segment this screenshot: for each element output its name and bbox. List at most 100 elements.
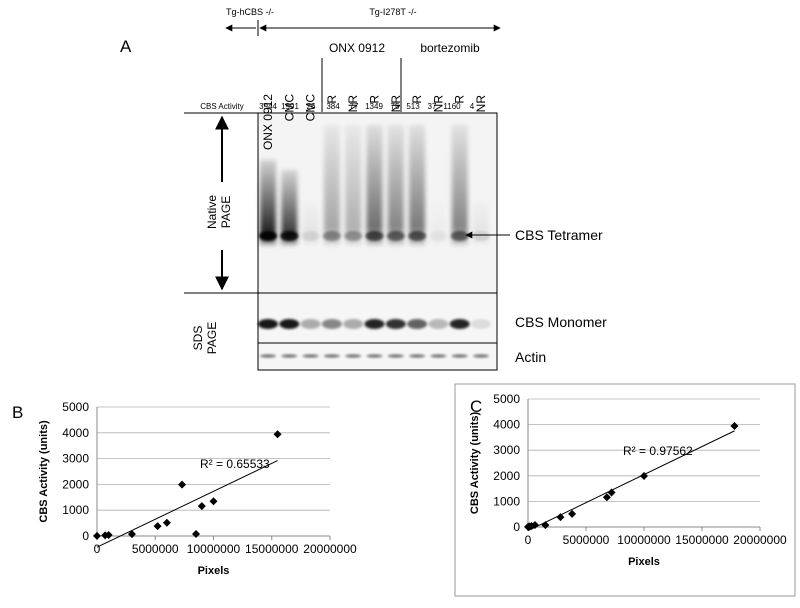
actin-band [323,354,340,358]
x-tick-label: 5000000 [132,542,179,556]
lane-label: R [325,95,339,104]
y-tick-label: 3000 [493,443,520,457]
y-tick-label: 0 [82,529,89,543]
gel-label: PAGE [205,322,219,354]
y-tick-label: 2000 [62,477,89,491]
tetramer-band [386,231,405,241]
native-smear [409,125,426,245]
gel-label: SDS [191,326,205,351]
point [640,472,648,481]
point [104,531,113,540]
monomer-band [321,319,342,329]
lane-label: NR [389,95,403,113]
x-tick-label: 15000000 [245,542,299,556]
tetramer-band [322,231,341,241]
x-tick-label: 10000000 [617,533,671,547]
point [197,502,206,511]
gel-label: PAGE [219,196,233,228]
actin-band [430,354,447,358]
panel-letter: C [470,397,482,416]
y-tick-label: 2000 [493,469,520,483]
gel-label: Native [205,195,219,229]
native-smear [281,170,298,245]
monomer-band [471,319,491,329]
x-tick-label: 0 [94,542,101,556]
lane-label: R [410,95,424,104]
native-smear [345,125,362,245]
band-label: Actin [515,349,546,365]
point [178,480,187,489]
lane-label: R [368,95,382,104]
point [153,522,162,531]
native-smear [366,125,383,245]
x-tick-label: 0 [525,533,532,547]
panel-a: A Tg-hCBS -/- Tg-I278T -/- ONX 0912 bort… [120,7,607,371]
trendline [96,460,278,548]
point [209,497,218,506]
monomer-band [364,319,385,329]
sds-blot [257,292,498,344]
x-axis-title: Pixels [628,556,660,568]
y-tick-label: 5000 [62,400,89,414]
lane-label: CMC [282,94,296,122]
lane-label: CMC [304,94,318,122]
tetramer-band [408,231,427,241]
group-label: Tg-I278T -/- [369,7,416,17]
monomer-band [279,319,300,329]
monomer-band [343,319,364,329]
activity-value: 4 [470,102,475,111]
activity-value: 37 [428,102,437,111]
treatment-label: ONX 0912 [329,41,385,55]
annotation: R² = 0.97562 [623,444,693,458]
actin-band [366,354,383,358]
treatment-label: bortezomib [420,41,480,55]
actin-band [409,354,426,358]
tetramer-band [280,231,299,241]
tetramer-band [344,231,363,241]
actin-band [473,354,489,358]
tetramer-band [429,231,448,241]
point [93,531,101,540]
tetramer-band [472,231,490,241]
x-tick-label: 10000000 [187,542,241,556]
lane-label: ONX 0912 [261,94,275,150]
panel-letter: A [120,37,132,56]
x-tick-label: 15000000 [675,533,729,547]
trendline [527,430,735,532]
lane-label: NR [474,95,488,113]
monomer-band [449,319,470,329]
monomer-band [300,319,321,329]
point [192,530,201,539]
actin-band [260,354,276,358]
y-axis-title: CBS Activity (units) [38,420,50,523]
annotation: R² = 0.65533 [200,457,270,471]
band-label: CBS Tetramer [515,227,603,243]
y-axis-title: CBS Activity (units) [469,412,481,515]
tetramer-band [301,231,320,241]
point [730,422,739,431]
native-smear [260,160,276,245]
actin-band [345,354,362,358]
panel-letter: B [12,403,23,422]
tetramer-band [365,231,384,241]
lane-label: R [453,95,467,104]
lane-label: NR [431,95,445,113]
bands [258,125,491,358]
activity-value: 75 [391,102,400,111]
y-tick-label: 4000 [493,418,520,432]
band-label: CBS Monomer [515,314,607,330]
point [541,521,550,530]
point [607,488,616,497]
x-tick-label: 5000000 [563,533,610,547]
tetramer-band [259,231,277,241]
activity-value: 77 [350,102,359,111]
native-smear [451,125,468,245]
activity-value: 1160 [443,102,461,111]
point [568,509,577,518]
tetramer-band [450,231,469,241]
chart-border [454,383,796,597]
y-tick-label: 0 [513,520,520,534]
point [602,493,611,502]
monomer-band [407,319,428,329]
